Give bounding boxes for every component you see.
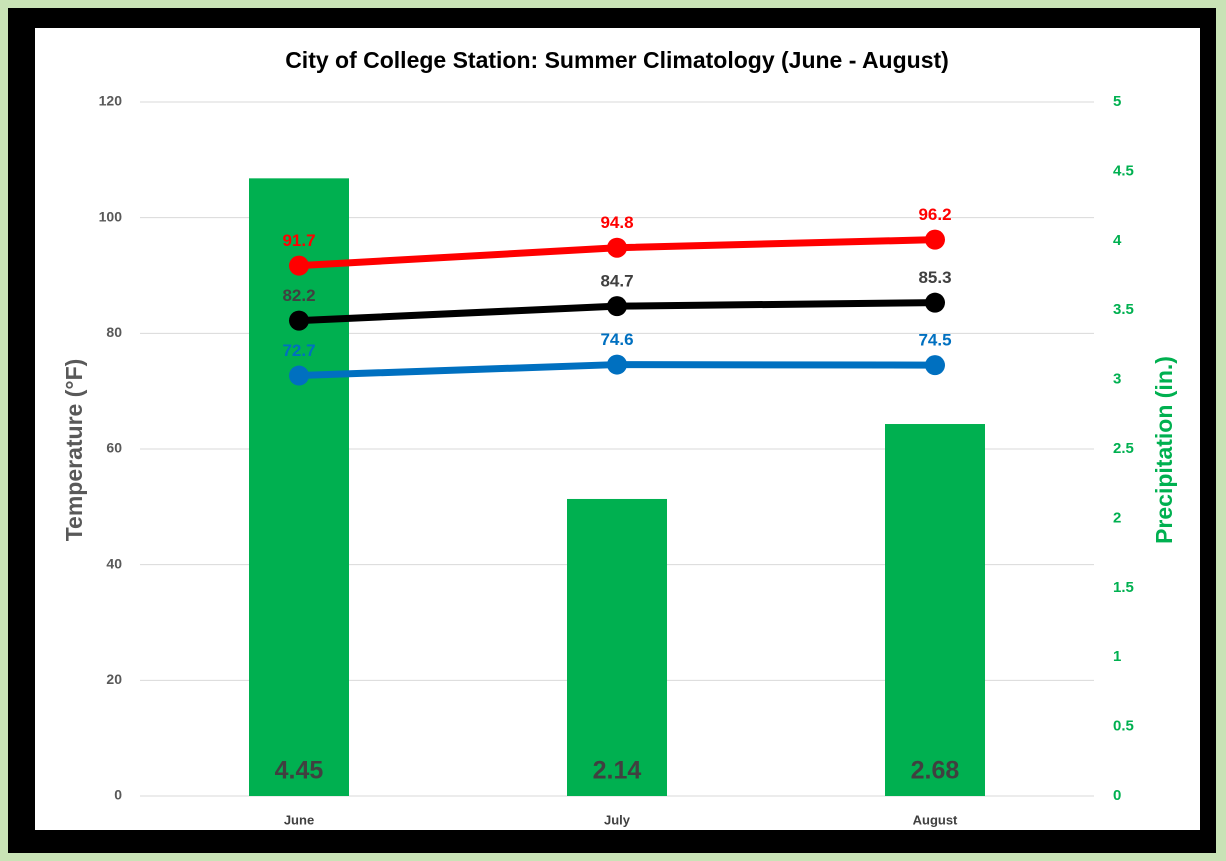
bar-value-label: 2.14 (593, 757, 642, 785)
bar (567, 498, 667, 796)
point (289, 255, 309, 276)
y2-tick-label: 0 (1113, 787, 1121, 804)
y2-tick-label: 4 (1113, 232, 1122, 249)
y2-axis-title: Precipitation (in.) (1151, 356, 1177, 544)
y-tick-label: 60 (106, 440, 122, 456)
point-value-label: 74.6 (600, 330, 633, 349)
bar (249, 178, 349, 797)
y-tick-label: 120 (99, 93, 123, 109)
point (607, 237, 627, 258)
point-value-label: 85.3 (918, 268, 951, 287)
point (925, 355, 945, 376)
x-tick-label: June (284, 812, 314, 827)
y-tick-label: 100 (99, 208, 123, 224)
point (925, 292, 945, 313)
y2-tick-label: 2 (1113, 509, 1121, 526)
y2-tick-label: 3 (1113, 371, 1121, 388)
point (607, 296, 627, 317)
y2-tick-label: 1.5 (1113, 579, 1134, 596)
y-tick-label: 20 (106, 671, 122, 687)
x-tick-label: August (913, 812, 958, 827)
point-value-label: 84.7 (600, 272, 633, 291)
y2-tick-label: 5 (1113, 93, 1121, 110)
point (289, 310, 309, 331)
bar-value-label: 4.45 (275, 757, 324, 785)
y2-tick-label: 2.5 (1113, 440, 1134, 457)
point-value-label: 74.5 (918, 331, 951, 350)
y-tick-label: 40 (106, 555, 122, 571)
bar-value-label: 2.68 (911, 757, 960, 785)
chart-title: City of College Station: Summer Climatol… (285, 47, 949, 73)
bar (885, 424, 985, 796)
point-value-label: 94.8 (600, 213, 633, 232)
point (607, 354, 627, 375)
y-tick-label: 0 (114, 787, 122, 803)
y-axis-title: Temperature (°F) (61, 359, 87, 542)
point (289, 365, 309, 386)
y-tick-label: 80 (106, 324, 122, 340)
y2-tick-label: 4.5 (1113, 162, 1134, 179)
point (925, 229, 945, 250)
y2-tick-label: 1 (1113, 648, 1121, 665)
y2-tick-label: 3.5 (1113, 301, 1134, 318)
point-value-label: 72.7 (282, 341, 315, 360)
point-value-label: 91.7 (282, 231, 315, 250)
point-value-label: 82.2 (282, 286, 315, 305)
x-tick-label: July (604, 812, 631, 827)
y2-tick-label: 0.5 (1113, 718, 1134, 735)
point-value-label: 96.2 (918, 205, 951, 224)
